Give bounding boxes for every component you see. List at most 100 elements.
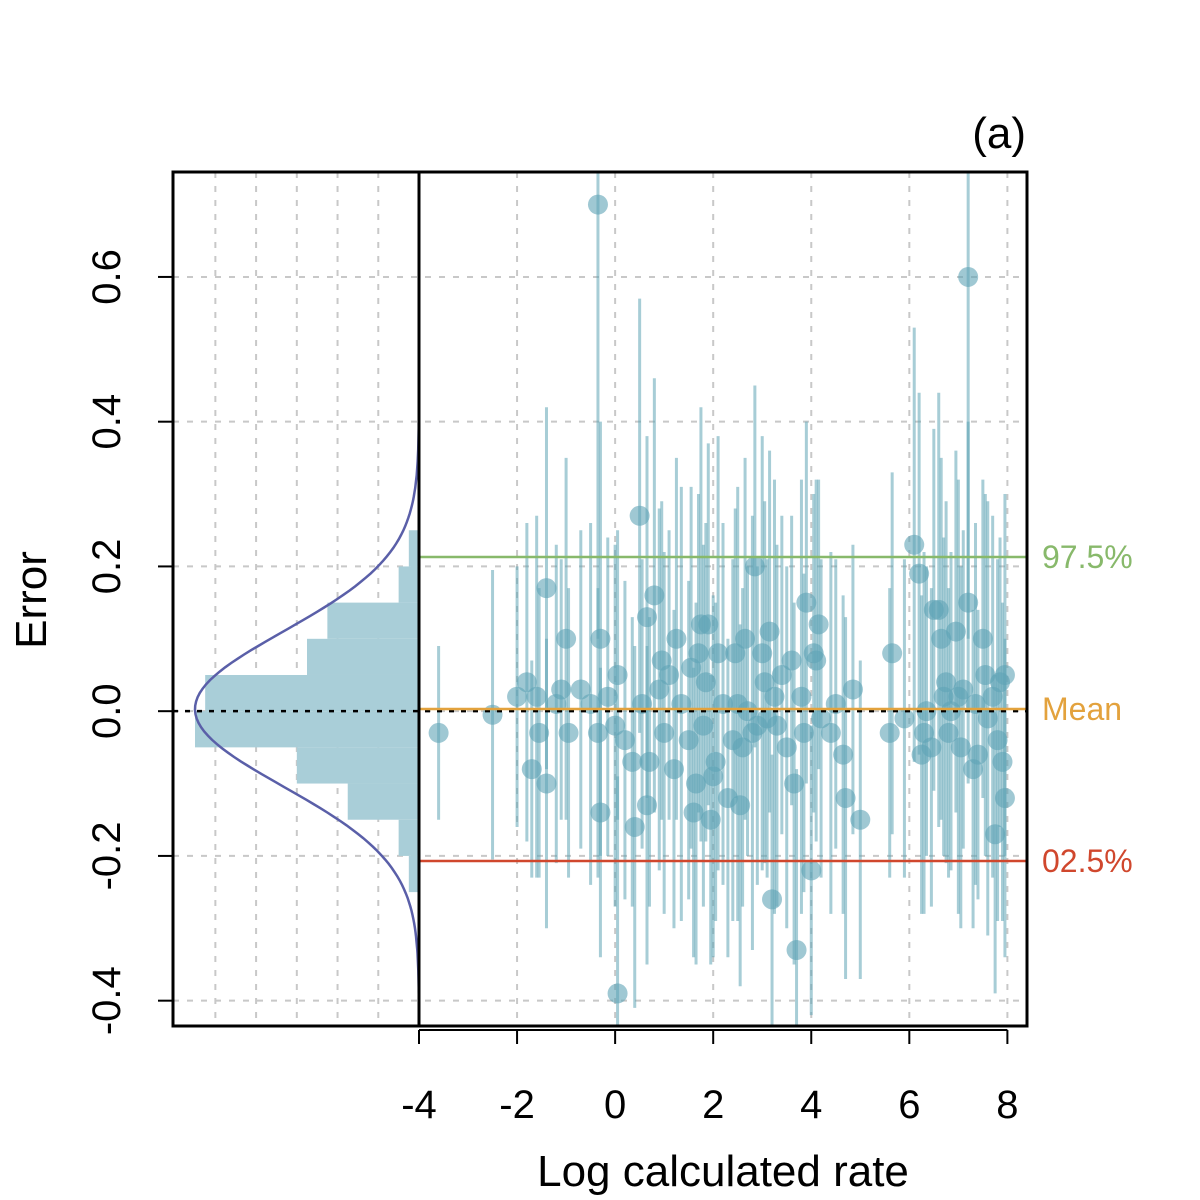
data-point [950, 737, 971, 758]
x-axis: -4 -2 0 2 4 6 8 [401, 1029, 1019, 1127]
data-point [879, 722, 900, 743]
data-point [992, 751, 1013, 772]
histogram-bar [296, 747, 419, 784]
data-point [705, 751, 726, 772]
data-point [987, 730, 1008, 751]
y-axis: -0.4 -0.2 0.0 0.2 0.4 0.6 [85, 249, 173, 1035]
data-point [526, 686, 547, 707]
data-point [811, 708, 832, 729]
data-point [835, 788, 856, 809]
data-point [732, 737, 753, 758]
data-point [654, 722, 675, 743]
density-curve [193, 172, 421, 1026]
data-point [972, 628, 993, 649]
data-point [958, 592, 979, 613]
marginal-histogram [195, 530, 419, 893]
data-point [994, 664, 1015, 685]
reference-label-mean: Mean [1042, 691, 1122, 727]
data-point [806, 650, 827, 671]
data-point [607, 664, 628, 685]
data-point [786, 940, 807, 961]
data-point [597, 686, 618, 707]
reference-lines: 97.5% Mean 02.5% [419, 539, 1133, 879]
data-point [590, 802, 611, 823]
x-tick-label: 2 [702, 1083, 724, 1127]
histogram-bar [195, 711, 419, 748]
y-tick-label: -0.4 [85, 966, 129, 1035]
histogram-bar [327, 602, 419, 639]
x-tick-label: -4 [401, 1083, 437, 1127]
x-tick-label: 4 [800, 1083, 822, 1127]
x-tick-label: -2 [499, 1083, 535, 1127]
data-point [607, 983, 628, 1004]
data-point [928, 599, 949, 620]
histogram-bar [408, 855, 419, 893]
data-point [850, 809, 871, 830]
error-bars [437, 172, 1007, 1026]
x-tick-label: 0 [604, 1083, 626, 1127]
data-point [762, 889, 783, 910]
data-point [791, 686, 812, 707]
x-tick-label: 6 [898, 1083, 920, 1127]
data-point [700, 809, 721, 830]
data-point [833, 744, 854, 765]
data-point [771, 664, 792, 685]
data-point [629, 505, 650, 526]
data-point [659, 664, 680, 685]
data-point [693, 715, 714, 736]
data-point [587, 194, 608, 215]
data-point [639, 751, 660, 772]
data-point [744, 556, 765, 577]
data-point [521, 759, 542, 780]
histogram-bar [398, 819, 419, 856]
data-point [985, 824, 1006, 845]
data-point [882, 643, 903, 664]
data-point [622, 751, 643, 772]
data-point [536, 773, 557, 794]
data-point [725, 643, 746, 664]
y-tick-label: 0.0 [85, 683, 129, 739]
data-point [938, 722, 959, 743]
data-point [624, 816, 645, 837]
data-point [649, 679, 670, 700]
data-point [894, 708, 915, 729]
data-point [781, 650, 802, 671]
data-point [558, 722, 579, 743]
data-point [536, 578, 557, 599]
data-point [977, 708, 998, 729]
data-point [808, 614, 829, 635]
data-point [614, 730, 635, 751]
data-point [644, 585, 665, 606]
data-point [752, 643, 773, 664]
x-axis-title: Log calculated rate [537, 1147, 909, 1196]
data-point [967, 744, 988, 765]
reference-label-upper: 97.5% [1042, 539, 1133, 575]
data-point [784, 773, 805, 794]
data-point [570, 679, 591, 700]
data-point [909, 563, 930, 584]
data-point [507, 686, 528, 707]
x-tick-label: 8 [996, 1083, 1018, 1127]
data-point [842, 679, 863, 700]
data-point [904, 534, 925, 555]
data-point [587, 722, 608, 743]
panel-label: (a) [972, 109, 1026, 158]
data-point [708, 643, 729, 664]
y-axis-title: Error [7, 551, 56, 649]
data-point [637, 795, 657, 816]
histogram-bar [307, 638, 419, 675]
y-tick-label: 0.4 [85, 394, 129, 450]
histogram-bar [205, 674, 419, 712]
data-point [590, 628, 611, 649]
data-point [695, 672, 716, 693]
data-point [556, 628, 577, 649]
data-point [688, 643, 709, 664]
y-tick-label: -0.2 [85, 821, 129, 890]
data-point [945, 621, 966, 642]
data-point [637, 607, 657, 628]
data-point [820, 722, 841, 743]
data-point [686, 773, 707, 794]
data-point [796, 592, 817, 613]
data-point [916, 701, 937, 722]
data-point [759, 621, 780, 642]
